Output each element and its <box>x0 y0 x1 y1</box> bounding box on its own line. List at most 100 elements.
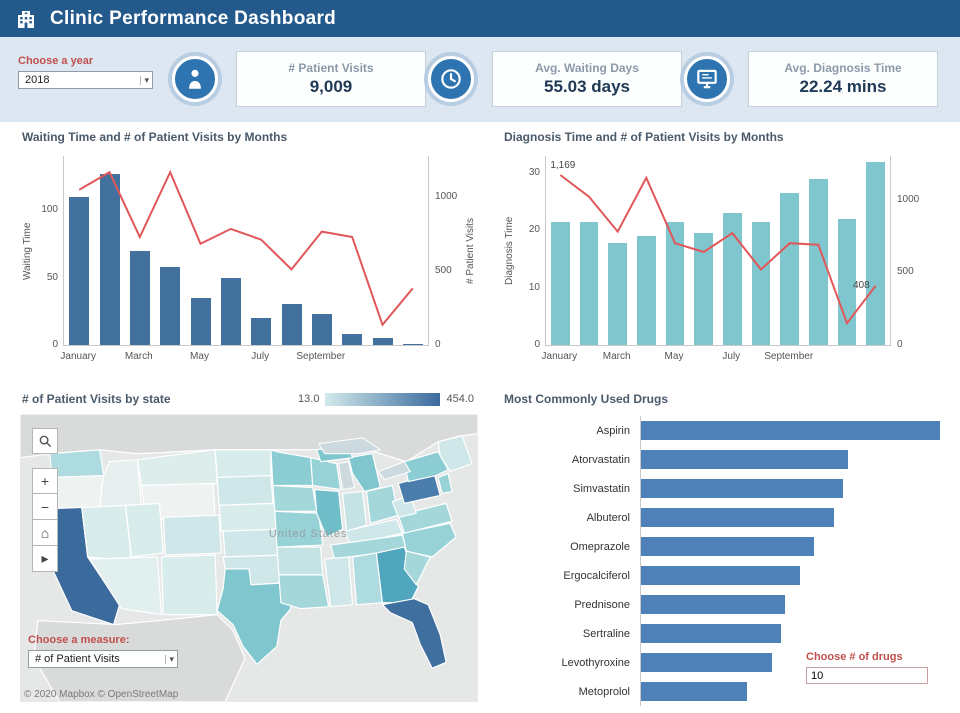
state-AZ[interactable] <box>89 556 162 616</box>
drugs-chart-panel: Most Commonly Used Drugs Aspirin Atorvast… <box>502 390 940 712</box>
measure-dropdown-value: # of Patient Visits <box>35 653 120 665</box>
bar-may[interactable] <box>665 222 685 345</box>
state-NV[interactable] <box>81 504 133 562</box>
state-VA[interactable] <box>397 502 453 534</box>
state-NJ[interactable] <box>437 472 453 495</box>
state-MI[interactable] <box>347 453 382 493</box>
bar-march[interactable] <box>608 242 628 345</box>
bar-september[interactable] <box>780 193 800 345</box>
state-UT[interactable] <box>124 502 164 558</box>
drug-bar-sertraline[interactable] <box>641 624 781 643</box>
bar-july[interactable] <box>722 213 742 345</box>
us-map[interactable]: United States + − ⌂ ▸ Choose a measure: … <box>20 414 478 702</box>
year-dropdown[interactable]: 2018 ▾ <box>18 71 153 89</box>
chart-title: Waiting Time and # of Patient Visits by … <box>22 130 288 144</box>
x-axis-label: March <box>602 351 631 362</box>
bar-september[interactable] <box>311 314 332 345</box>
y-axis-tick: 0 <box>52 339 58 350</box>
state-FL[interactable] <box>381 598 447 669</box>
bar-june[interactable] <box>220 277 241 345</box>
y-axis-tick: 50 <box>46 271 58 283</box>
drug-bar-atorvastatin[interactable] <box>641 450 849 469</box>
drug-row: Ergocalciferol <box>502 561 940 590</box>
kpi-label: Avg. Waiting Days <box>535 61 639 75</box>
state-TX[interactable] <box>216 568 292 665</box>
bar-august[interactable] <box>751 221 771 345</box>
state-NE[interactable] <box>218 502 280 532</box>
drug-bar-track <box>640 532 940 561</box>
bar-january[interactable] <box>69 197 90 345</box>
state-MS[interactable] <box>324 556 354 608</box>
year-dropdown-value: 2018 <box>25 74 50 86</box>
drug-row: Omeprazole <box>502 532 940 561</box>
bar-march[interactable] <box>129 250 150 345</box>
bar-june[interactable] <box>694 233 714 345</box>
bar-august[interactable] <box>281 304 302 345</box>
drug-bar-albuterol[interactable] <box>641 508 835 527</box>
bar-october[interactable] <box>342 333 363 345</box>
drug-count-input[interactable] <box>806 667 928 684</box>
kpi-value: 9,009 <box>309 77 353 96</box>
bar-april[interactable] <box>160 266 181 345</box>
state-LA[interactable] <box>278 574 330 610</box>
drug-label: Sertraline <box>582 627 630 640</box>
state-MO[interactable] <box>274 510 324 548</box>
drug-bar-metoprolol[interactable] <box>641 682 747 701</box>
chart-title: # of Patient Visits by state <box>22 392 171 406</box>
drug-row: Levothyroxine <box>502 648 940 677</box>
kpi-row: # Patient Visits 9,009 Avg. Waiting Days… <box>172 51 938 107</box>
state-CO[interactable] <box>162 514 222 556</box>
y-axis-tick: 100 <box>41 204 58 215</box>
bar-april[interactable] <box>636 236 656 345</box>
map-home-button[interactable]: ⌂ <box>32 520 58 546</box>
bar-may[interactable] <box>190 297 211 345</box>
state-AR[interactable] <box>276 546 324 576</box>
drug-bar-levothyroxine[interactable] <box>641 653 772 672</box>
drug-bar-prednisone[interactable] <box>641 595 786 614</box>
bar-december[interactable] <box>402 343 423 345</box>
drug-label: Ergocalciferol <box>563 569 630 582</box>
drug-bar-track <box>640 648 940 677</box>
x-axis-label: May <box>190 351 209 362</box>
state-NY[interactable] <box>403 451 449 483</box>
drug-bar-ergocalciferol[interactable] <box>641 566 801 585</box>
drug-bar-omeprazole[interactable] <box>641 537 814 556</box>
bar-november[interactable] <box>372 338 393 345</box>
drug-label: Simvastatin <box>573 482 630 495</box>
bar-october[interactable] <box>808 178 828 345</box>
state-IN[interactable] <box>341 490 368 532</box>
diagnosis-chart-panel: Diagnosis Time and # of Patient Visits b… <box>502 128 940 382</box>
map-search-button[interactable] <box>32 428 58 454</box>
state-NC[interactable] <box>401 522 457 558</box>
drug-bar-track <box>640 677 940 706</box>
left-axis-label: Waiting Time <box>22 222 33 280</box>
map-pan-button[interactable]: ▸ <box>32 546 58 572</box>
kpi-card: Avg. Diagnosis Time 22.24 mins <box>748 51 938 107</box>
bar-february[interactable] <box>579 221 599 345</box>
drug-bar-aspirin[interactable] <box>641 421 940 440</box>
state-ND[interactable] <box>214 449 272 479</box>
measure-dropdown[interactable]: # of Patient Visits ▾ <box>28 650 178 668</box>
legend-gradient <box>325 392 441 406</box>
bar-july[interactable] <box>251 318 272 345</box>
map-zoom-out-button[interactable]: − <box>32 494 58 520</box>
state-IA[interactable] <box>272 484 318 512</box>
chart-title: Diagnosis Time and # of Patient Visits b… <box>504 130 784 144</box>
map-controls: + − ⌂ ▸ <box>32 428 58 572</box>
bar-january[interactable] <box>550 222 570 345</box>
x-axis-label: January <box>60 351 96 362</box>
chevron-down-icon: ▾ <box>165 654 174 664</box>
state-SD[interactable] <box>216 474 274 506</box>
state-WI[interactable] <box>310 457 342 491</box>
drug-bar-simvastatin[interactable] <box>641 479 843 498</box>
state-NM[interactable] <box>160 554 218 616</box>
state-IL[interactable] <box>314 488 344 538</box>
y-axis-tick: 500 <box>435 265 452 277</box>
map-zoom-in-button[interactable]: + <box>32 468 58 494</box>
year-parameter-label: Choose a year <box>18 55 94 67</box>
x-axis-labels: January March May July September <box>60 346 429 364</box>
bar-february[interactable] <box>99 173 120 345</box>
y-axis-tick: 1000 <box>435 191 458 203</box>
bar-december[interactable] <box>866 161 886 345</box>
state-new-england[interactable] <box>437 435 473 473</box>
